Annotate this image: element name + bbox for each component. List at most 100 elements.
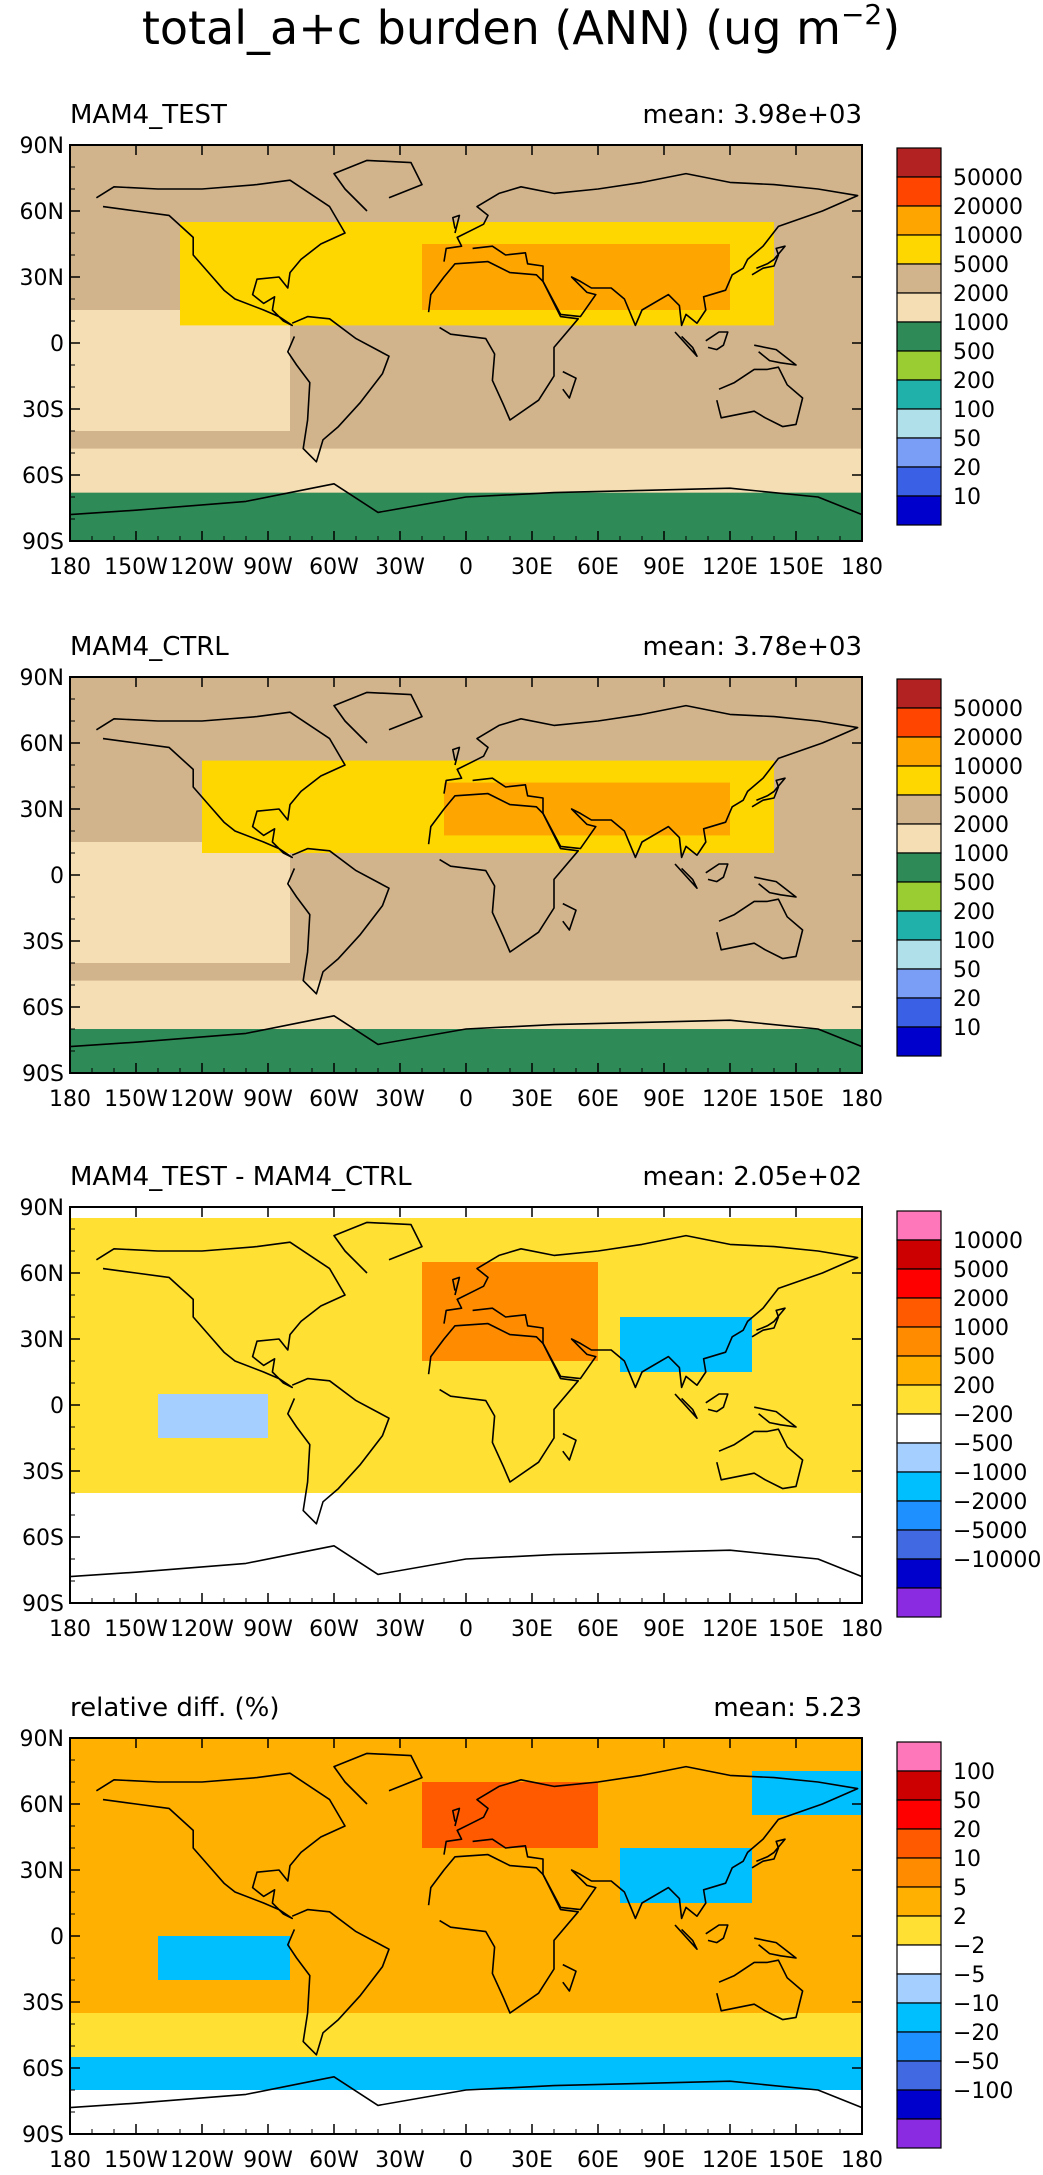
coastline — [754, 876, 797, 898]
colorbar-segment — [896, 1384, 942, 1415]
colorbar-label: 10000 — [953, 755, 1023, 780]
colorbar-label: 5 — [953, 1876, 967, 1901]
colorbar-label: 10 — [953, 485, 981, 510]
colorbar-segment — [896, 968, 942, 999]
x-tick-label: 60E — [577, 2148, 619, 2173]
colorbar-label: 100 — [953, 1760, 995, 1785]
colorbar-segment — [896, 1442, 942, 1473]
colorbar-label: −2000 — [953, 1490, 1027, 1515]
coastline — [716, 366, 804, 428]
x-tick-label: 90E — [643, 1087, 685, 1112]
coastline — [562, 370, 577, 399]
coastline — [443, 1765, 859, 1920]
coastline — [70, 1545, 862, 1578]
colorbar: 100 50 20 10 5 2 −2 −5 −10 −20 −50 −100 — [896, 1741, 1013, 2149]
x-tick-label: 120W — [170, 1087, 234, 1112]
colorbar-segment — [896, 1828, 942, 1859]
y-tick-label: 30S — [22, 930, 64, 955]
colorbar-segment — [896, 1558, 942, 1589]
colorbar-label: −100 — [953, 2079, 1013, 2104]
colorbar-segment — [896, 765, 942, 796]
coastline — [427, 792, 580, 953]
y-tick-label: 0 — [50, 1394, 64, 1419]
colorbar: 50000 20000 10000 5000 2000 1000 500 200 100 50 20… — [896, 147, 1023, 526]
y-tick-label: 30S — [22, 1460, 64, 1485]
coastline — [286, 1908, 390, 2056]
x-tick-label: 180 — [841, 2148, 883, 2173]
x-tick-label: 30E — [511, 555, 553, 580]
x-tick-label: 150W — [104, 1087, 168, 1112]
coastline — [95, 179, 346, 327]
colorbar-label: 500 — [953, 871, 995, 896]
colorbar-label: 50000 — [953, 697, 1023, 722]
colorbar-segment — [896, 939, 942, 970]
colorbar-label: −1000 — [953, 1461, 1027, 1486]
y-tick-label: 30N — [20, 266, 64, 291]
x-tick-label: 180 — [49, 555, 91, 580]
colorbar-segment — [896, 1471, 942, 1502]
colorbar-label: −10 — [953, 1992, 999, 2017]
x-tick-label: 90E — [643, 555, 685, 580]
coastline — [751, 1838, 786, 1869]
y-tick-label: 60S — [22, 464, 64, 489]
colorbar-label: 20 — [953, 987, 981, 1012]
colorbar-segment — [896, 997, 942, 1028]
coastlines — [70, 691, 862, 1048]
colorbar-segment — [896, 321, 942, 352]
coastline — [705, 863, 729, 883]
coastline — [562, 1963, 577, 1992]
coastline — [705, 331, 729, 351]
colorbar-label: 1000 — [953, 842, 1009, 867]
x-tick-label: 180 — [49, 2148, 91, 2173]
panel-title: MAM4_TEST - MAM4_CTRL — [70, 1162, 412, 1192]
y-tick-label: 60S — [22, 1526, 64, 1551]
panel-mean: mean: 5.23 — [713, 1693, 862, 1723]
x-tick-label: 150E — [768, 1087, 824, 1112]
colorbar-label: −200 — [953, 1403, 1013, 1428]
field-region — [158, 1394, 268, 1438]
coastline — [754, 344, 797, 366]
coastline — [286, 847, 390, 995]
colorbar-segment — [896, 408, 942, 439]
colorbar-label: −50 — [953, 2050, 999, 2075]
colorbar-label: 5000 — [953, 1258, 1009, 1283]
colorbar-segment — [896, 881, 942, 912]
coastlines — [70, 1752, 862, 2109]
coastlines — [70, 159, 862, 516]
x-tick-label: 120E — [702, 2148, 758, 2173]
y-tick-label: 90S — [22, 1592, 64, 1617]
colorbar-segment — [896, 1973, 942, 2004]
coastline — [70, 482, 862, 516]
coastline — [427, 1322, 580, 1483]
colorbar-label: 2 — [953, 1905, 967, 1930]
panel-2: MAM4_CTRL mean: 3.78e+03 180 150W 120W 90W 60W… — [20, 632, 1023, 1112]
coastline — [716, 1428, 804, 1490]
x-tick-label: 60W — [309, 1617, 359, 1642]
coastline — [674, 1924, 698, 1950]
colorbar-label: −2 — [953, 1934, 985, 1959]
panel-3: MAM4_TEST - MAM4_CTRL mean: 2.05e+02 180 15… — [20, 1162, 1042, 1642]
coastline — [333, 1752, 423, 1805]
colorbar: 10000 5000 2000 1000 500 200 −200 −500 −1000 −200… — [896, 1210, 1041, 1618]
colorbar-label: 2000 — [953, 282, 1009, 307]
y-tick-label: 90N — [20, 134, 64, 159]
colorbar-segment — [896, 1886, 942, 1917]
colorbar-label: 10 — [953, 1847, 981, 1872]
colorbar-label: 20000 — [953, 195, 1023, 220]
x-tick-label: 30W — [375, 1617, 425, 1642]
colorbar-label: 10000 — [953, 1229, 1023, 1254]
x-tick-label: 60E — [577, 555, 619, 580]
y-tick-label: 30N — [20, 798, 64, 823]
coastline — [705, 1924, 729, 1944]
colorbar-label: 5000 — [953, 253, 1009, 278]
colorbar-segment — [896, 2031, 942, 2062]
colorbar-segment — [896, 2002, 942, 2033]
x-tick-label: 30E — [511, 1087, 553, 1112]
y-tick-label: 90S — [22, 1062, 64, 1087]
coastline — [427, 1853, 580, 2014]
y-tick-label: 0 — [50, 864, 64, 889]
coastline — [95, 1241, 346, 1389]
field-region — [70, 2057, 862, 2090]
coastline — [95, 1772, 346, 1920]
x-tick-label: 30E — [511, 2148, 553, 2173]
